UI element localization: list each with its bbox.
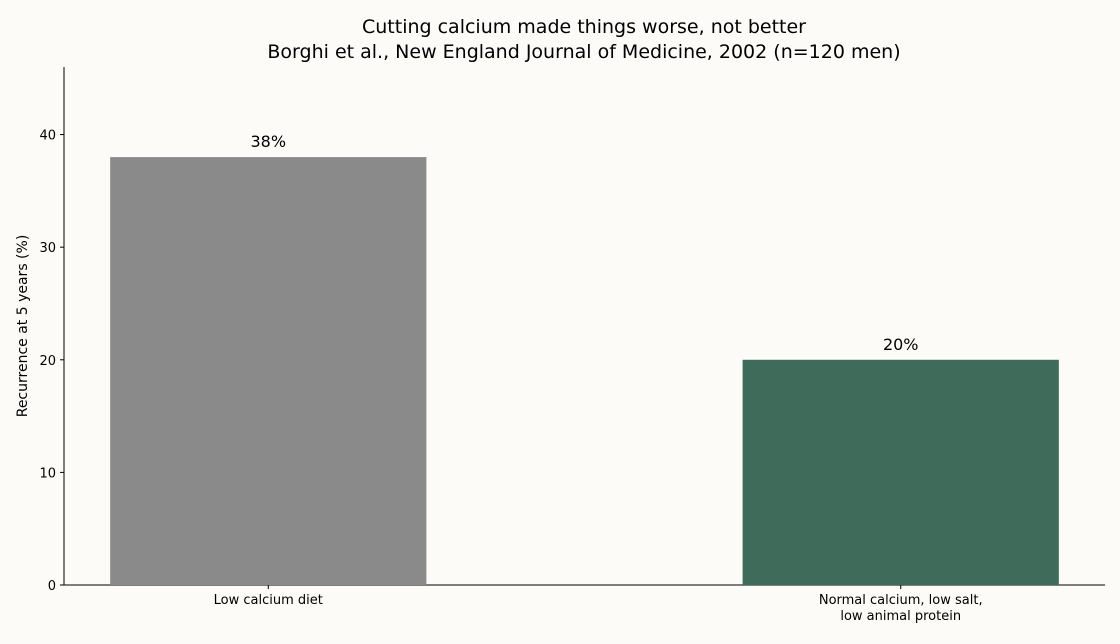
value-label: 20% — [883, 335, 919, 354]
y-tick-label: 20 — [39, 354, 56, 369]
bar — [742, 359, 1059, 585]
chart-subtitle: Borghi et al., New England Journal of Me… — [267, 41, 900, 63]
x-tick-label: Normal calcium, low salt, low animal pro… — [818, 593, 983, 624]
value-label: 38% — [250, 132, 286, 151]
y-tick-label: 30 — [39, 241, 56, 256]
x-tick-label: Low calcium diet — [213, 593, 323, 608]
bar — [110, 157, 427, 585]
y-axis-label: Recurrence at 5 years (%) — [15, 235, 31, 418]
y-tick-label: 0 — [48, 579, 56, 594]
chart-title: Cutting calcium made things worse, not b… — [362, 16, 806, 38]
y-tick-label: 40 — [39, 129, 56, 144]
y-tick-label: 10 — [39, 466, 56, 481]
